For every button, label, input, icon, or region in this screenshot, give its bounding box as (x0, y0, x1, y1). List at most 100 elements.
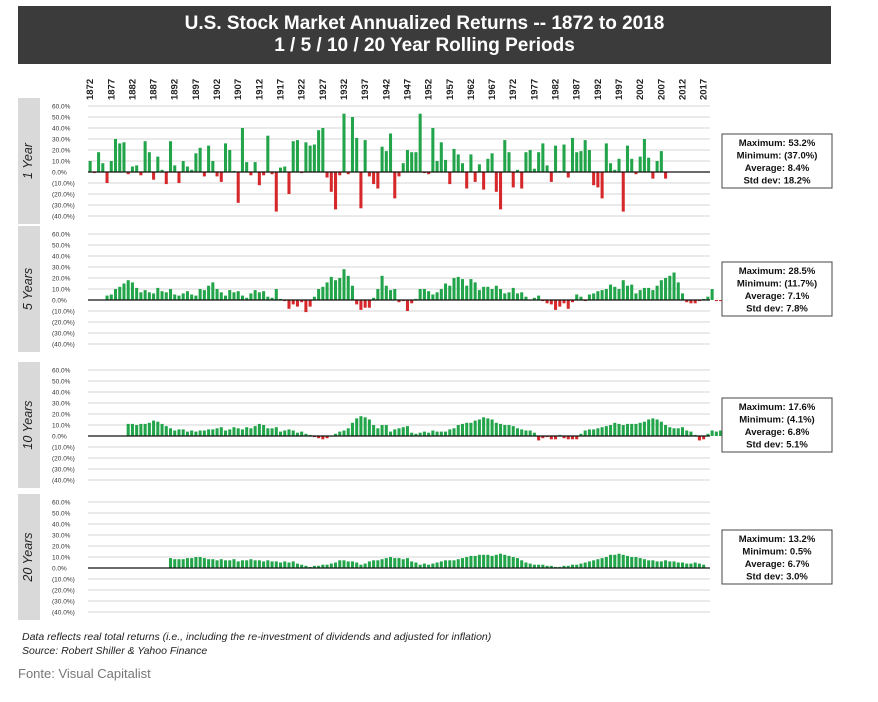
x-tick-label: 1997 (614, 79, 625, 100)
bar (190, 558, 194, 568)
bar (355, 418, 359, 436)
bar (334, 172, 338, 210)
bar (469, 422, 473, 436)
bar (596, 428, 600, 436)
bar (621, 280, 625, 300)
bar (283, 430, 287, 436)
panel-side-bar (18, 362, 40, 488)
x-tick-label: 1967 (487, 79, 498, 100)
bar (647, 287, 651, 300)
bar (494, 422, 498, 436)
bar (655, 419, 659, 436)
bar (414, 562, 418, 568)
x-tick-label: 1887 (149, 79, 160, 100)
bar (706, 433, 710, 436)
bar (194, 431, 198, 436)
title-band: U.S. Stock Market Annualized Returns -- … (18, 6, 831, 64)
bar (507, 555, 511, 568)
bar (460, 423, 464, 436)
bar (164, 292, 168, 300)
bar (372, 560, 376, 568)
bar (147, 152, 151, 172)
bar (558, 300, 562, 307)
bar (109, 294, 113, 300)
bar (528, 563, 532, 568)
x-tick-label: 1972 (508, 79, 519, 100)
bar (621, 554, 625, 568)
bar (710, 430, 714, 436)
bar (266, 428, 270, 436)
bar (689, 431, 693, 436)
bar (528, 430, 532, 436)
bar (477, 554, 481, 568)
bar (190, 430, 194, 436)
bar (334, 280, 338, 300)
stat-minimum: Minimum: (4.1%) (739, 415, 814, 426)
bar (232, 427, 236, 436)
bar (456, 559, 460, 568)
bar (236, 561, 240, 568)
bar (202, 558, 206, 568)
bar (473, 172, 477, 182)
x-tick-label: 1902 (212, 79, 223, 100)
y-tick-label: (40.0%) (52, 342, 75, 349)
bar (359, 172, 363, 209)
x-tick-label: 2012 (677, 79, 688, 100)
y-tick-label: (20.0%) (52, 588, 75, 595)
bar (448, 429, 452, 436)
bar (249, 172, 253, 176)
bar (685, 563, 689, 568)
bar (431, 128, 435, 172)
bar (642, 559, 646, 568)
bar (249, 293, 253, 300)
bar (469, 555, 473, 568)
bar (613, 169, 617, 172)
bar (410, 432, 414, 436)
bar (642, 139, 646, 172)
bar (490, 555, 494, 568)
bar (503, 293, 507, 300)
bar (211, 282, 215, 300)
bar (219, 172, 223, 182)
bar (570, 137, 575, 172)
bar (592, 293, 596, 300)
bar (617, 158, 621, 172)
bar (621, 425, 625, 436)
bar (397, 172, 401, 177)
bar (118, 286, 122, 300)
bar (215, 172, 219, 177)
panel-label: 10 Years (21, 400, 35, 449)
bar (460, 279, 464, 300)
bar (452, 428, 456, 436)
bar (346, 428, 350, 436)
bar (194, 557, 198, 568)
bar (664, 278, 668, 300)
bar (168, 558, 173, 568)
bar (287, 429, 291, 436)
y-tick-label: 30.0% (52, 401, 71, 408)
stat-average: Average: 6.7% (745, 559, 810, 570)
y-tick-label: 20.0% (52, 276, 71, 283)
bar (435, 431, 439, 436)
bar (541, 564, 545, 568)
bar (397, 558, 401, 568)
bar (198, 557, 202, 568)
bar (625, 145, 630, 172)
bar (609, 163, 613, 172)
bar (168, 428, 173, 436)
bar (486, 158, 490, 172)
bar (393, 172, 397, 199)
bar (642, 421, 646, 436)
y-tick-label: (30.0%) (52, 467, 75, 474)
y-tick-label: (30.0%) (52, 599, 75, 606)
bar (418, 564, 422, 568)
y-tick-label: 40.0% (52, 390, 71, 397)
bar (545, 300, 549, 304)
bar (689, 563, 693, 568)
bar (342, 269, 346, 300)
bar (380, 146, 384, 172)
bar (706, 296, 710, 300)
bar (482, 417, 486, 436)
bar (537, 564, 541, 568)
bar (647, 560, 651, 568)
